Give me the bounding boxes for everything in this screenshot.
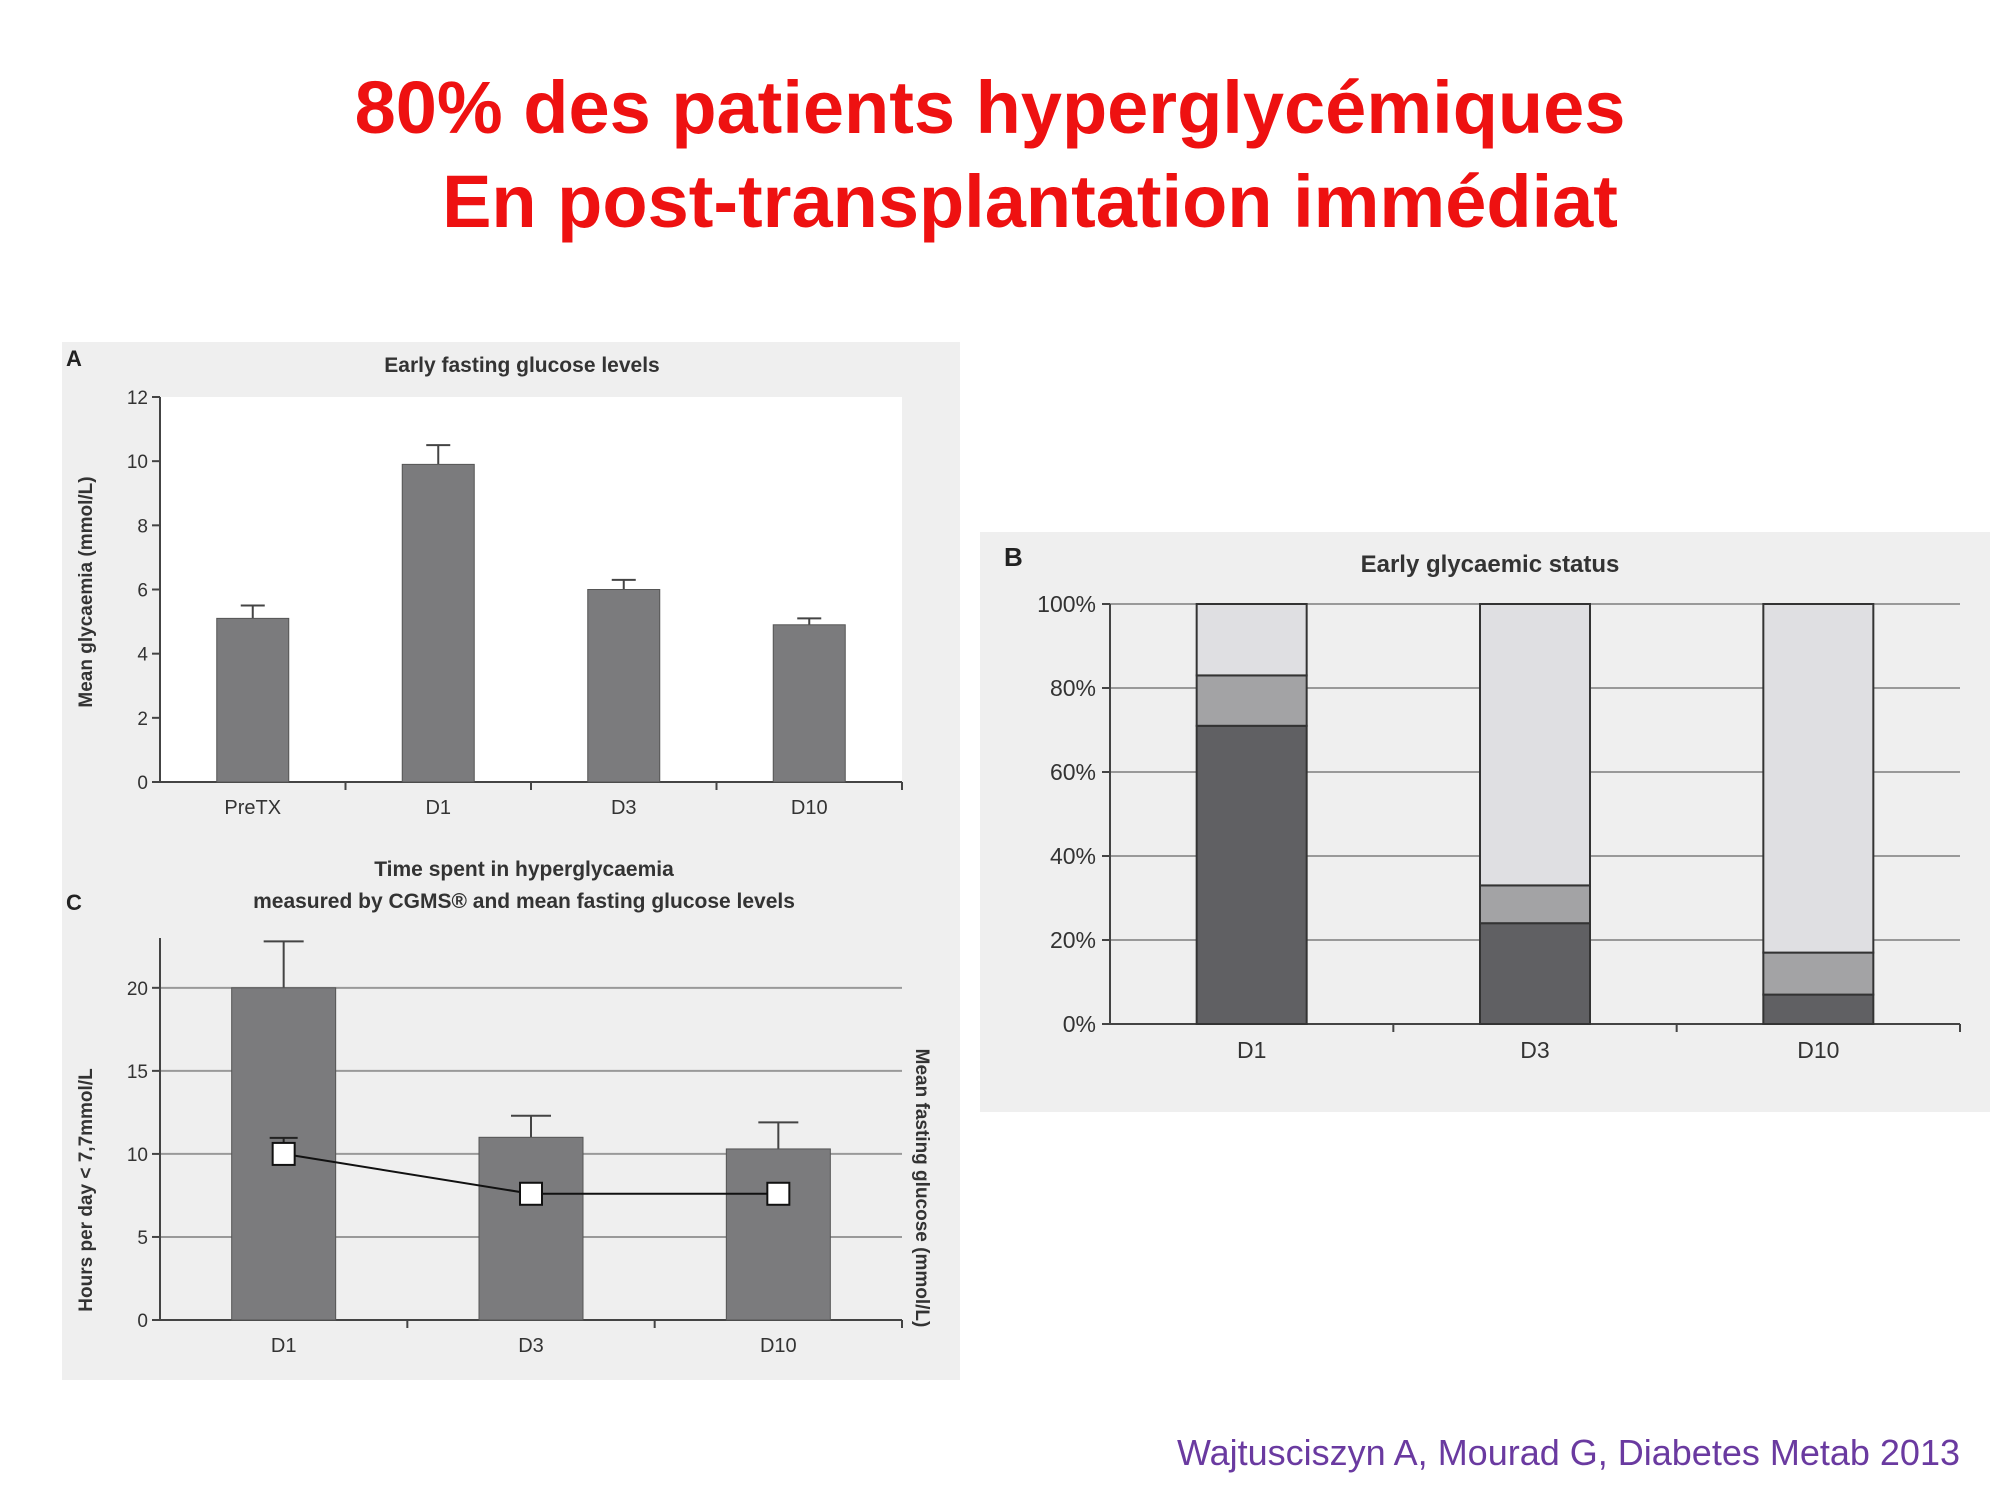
chart-c-svg: C Time spent in hyperglycaemia measured … xyxy=(66,858,932,1357)
chart-b-x-labels: D1 D3 D10 xyxy=(1237,1024,1961,1063)
chart-c-x-label: D3 xyxy=(518,1335,544,1357)
panel-b-letter: B xyxy=(1004,542,1023,572)
chart-b-bar-segment xyxy=(1195,724,1308,1026)
chart-b-bar-segment xyxy=(1479,922,1591,1026)
chart-a-title: Early fasting glucose levels xyxy=(384,354,659,377)
chart-a-y-tick-label: 2 xyxy=(137,709,148,730)
chart-c-y-tick-label: 15 xyxy=(127,1062,148,1083)
chart-b-x-label: D3 xyxy=(1520,1037,1549,1063)
chart-b-bar-segment xyxy=(1479,603,1591,887)
chart-a-y-tick-label: 8 xyxy=(137,516,148,537)
chart-c-bar xyxy=(478,1136,584,1321)
chart-b-y-tick-label: 60% xyxy=(1050,759,1096,785)
panel-a-letter: A xyxy=(66,346,82,371)
panel-c: C Time spent in hyperglycaemia measured … xyxy=(62,850,960,1380)
chart-b-bar-segment xyxy=(1195,674,1308,727)
chart-c-line-marker xyxy=(766,1181,791,1206)
chart-c-y-tick-label: 20 xyxy=(127,979,148,1000)
chart-b-bar-segment xyxy=(1195,603,1308,677)
chart-b-svg: B Early glycaemic status 0% 20% 40% 60% 80% 1… xyxy=(1004,542,1961,1063)
chart-c-y-tick-label: 10 xyxy=(127,1145,148,1166)
chart-b-bar-segment xyxy=(1762,603,1875,954)
chart-c-title: Time spent in hyperglycaemia xyxy=(374,858,674,881)
panel-c-letter: C xyxy=(66,890,82,915)
slide-title-line-1: 80% des patients hyperglycémiques xyxy=(354,66,1626,149)
chart-c-y2label: Mean fasting glucose (mmol/L) xyxy=(911,1049,932,1328)
chart-b-bar-segment xyxy=(1762,951,1875,996)
chart-b-y-tick-label: 40% xyxy=(1050,843,1096,869)
chart-a-x-labels: PreTX D1 D3 D10 xyxy=(224,782,903,819)
chart-a-y-tick-label: 4 xyxy=(137,645,148,666)
chart-a-ylabel: Mean glycaemia (mmol/L) xyxy=(76,476,97,707)
chart-a-bar xyxy=(216,617,290,783)
chart-a-y-tick-label: 10 xyxy=(127,452,148,473)
chart-c-x-label: D1 xyxy=(271,1335,297,1357)
chart-b-bars xyxy=(1195,603,1875,1026)
chart-c-bars xyxy=(231,940,831,1321)
panel-b: B Early glycaemic status 0% 20% 40% 60% 80% 1… xyxy=(980,532,1990,1112)
panel-a: A Early fasting glucose levels Mean glyc… xyxy=(62,342,960,850)
slide-title-line-2: En post-transplantation immédiat xyxy=(442,160,1618,243)
chart-a-x-label: D3 xyxy=(611,797,637,819)
chart-a-x-label: PreTX xyxy=(224,797,281,819)
chart-b-x-label: D10 xyxy=(1797,1037,1839,1063)
chart-b-bar-segment xyxy=(1762,993,1875,1026)
chart-a-y-tick-label: 12 xyxy=(127,388,148,409)
chart-b-title: Early glycaemic status xyxy=(1361,551,1620,578)
chart-a-y-tick-label: 6 xyxy=(137,581,148,602)
chart-a-bar xyxy=(772,624,846,783)
chart-c-x-label: D10 xyxy=(760,1335,797,1357)
chart-c-line-series xyxy=(269,1136,791,1206)
chart-a-bar xyxy=(587,589,661,783)
chart-c-y-tick-label: 5 xyxy=(137,1228,148,1249)
chart-c-y-tick-label: 0 xyxy=(137,1311,148,1332)
chart-a-bars xyxy=(216,444,846,783)
chart-c-subtitle: measured by CGMS® and mean fasting gluco… xyxy=(253,890,795,913)
chart-a-y-tick-label: 0 xyxy=(137,773,148,794)
chart-c-line-marker xyxy=(271,1141,296,1166)
citation: Wajtusciszyn A, Mourad G, Diabetes Metab… xyxy=(1176,1432,1960,1473)
chart-c-ylabel: Hours per day < 7,7mmol/L xyxy=(76,1068,97,1312)
chart-a-x-label: D1 xyxy=(425,797,451,819)
chart-a-svg: A Early fasting glucose levels Mean glyc… xyxy=(66,346,903,819)
chart-b-y-tick-label: 80% xyxy=(1050,675,1096,701)
chart-c-line-marker xyxy=(519,1181,543,1206)
chart-c-bar xyxy=(725,1148,831,1321)
chart-b-y-tick-label: 20% xyxy=(1050,927,1096,953)
chart-a-x-label: D10 xyxy=(791,797,828,819)
chart-c-x-labels: D1 D3 D10 xyxy=(271,1320,903,1357)
chart-b-bar-segment xyxy=(1479,884,1591,925)
chart-b-x-label: D1 xyxy=(1237,1037,1266,1063)
chart-a-bar xyxy=(401,463,475,783)
chart-b-y-tick-label: 100% xyxy=(1037,591,1096,617)
chart-b-y-tick-label: 0% xyxy=(1063,1011,1096,1037)
